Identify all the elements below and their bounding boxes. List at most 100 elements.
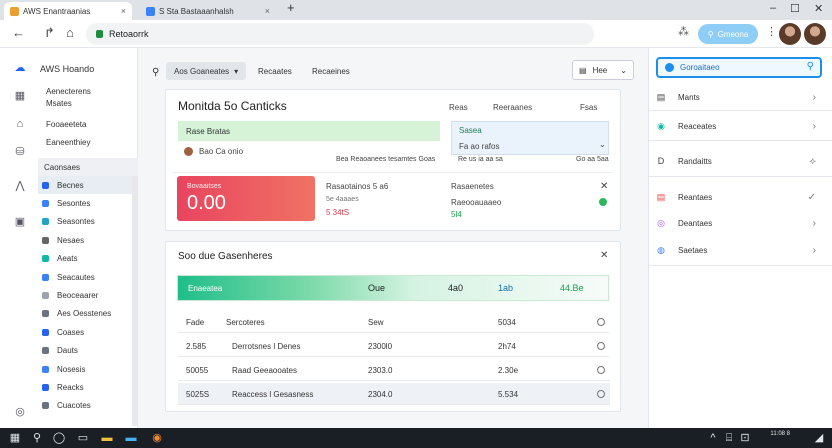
- filter-icon[interactable]: ⚲: [152, 67, 160, 78]
- info-box[interactable]: [451, 121, 609, 155]
- sidebar-subitem[interactable]: Dauts: [38, 342, 134, 360]
- chip-label: Aos Goaneates: [174, 66, 230, 76]
- sidebar-subitem[interactable]: Beoceaarer: [38, 286, 134, 304]
- settings-icon[interactable]: ◎: [15, 406, 25, 418]
- tray-icon[interactable]: ^: [710, 432, 716, 444]
- item-icon: [42, 236, 49, 244]
- url-input[interactable]: Retoaorrk: [86, 23, 594, 45]
- user-row: Bao Ca onio: [184, 147, 243, 157]
- scrollbar[interactable]: [132, 176, 137, 426]
- chevron-right-icon[interactable]: ›: [812, 120, 816, 132]
- right-panel-item[interactable]: ◍ Saetaes ›: [656, 240, 822, 260]
- detail-red: 5 34tS: [326, 208, 350, 217]
- sidebar-subitem[interactable]: Seacautes: [38, 268, 134, 286]
- sidebar-item[interactable]: Fooaeeteta: [46, 120, 87, 129]
- tray-icon[interactable]: ⊡: [740, 432, 750, 444]
- sidebar-subitem[interactable]: Coases: [38, 323, 134, 341]
- sidebar-subitem-label: Aeats: [57, 254, 78, 264]
- address-bar-row: ← ↱ ⌂ Retoaorrk ⁂ ⚲ Gmeona ⋮: [0, 20, 832, 48]
- sidebar-subitem[interactable]: Sesontes: [38, 194, 134, 212]
- search-icon[interactable]: ⚲: [806, 61, 814, 72]
- table-cell: 2300l0: [368, 342, 393, 351]
- radio-button[interactable]: [597, 366, 605, 374]
- close-window-icon[interactable]: ✕: [814, 3, 824, 15]
- store-icon[interactable]: ▬: [101, 432, 113, 444]
- sidebar-item[interactable]: Eaneenthiey: [46, 138, 91, 147]
- avatar[interactable]: [779, 23, 801, 45]
- status-field[interactable]: Rase Bratas: [178, 121, 440, 141]
- files-icon[interactable]: ▭: [77, 432, 89, 444]
- chevron-right-icon[interactable]: ✓: [807, 191, 816, 203]
- browser-icon[interactable]: ◉: [152, 432, 162, 444]
- mail-icon[interactable]: ▬: [125, 432, 137, 444]
- table-row[interactable]: 50055 Raad Geeaooates 2303.0 2.30e: [178, 359, 610, 381]
- header-link[interactable]: Reas: [449, 103, 468, 112]
- right-panel-item[interactable]: ▤ Mants ›: [656, 87, 822, 107]
- forward-icon[interactable]: ↱: [44, 25, 55, 40]
- database-icon[interactable]: ⛁: [15, 146, 25, 158]
- extensions-icon[interactable]: ⁂: [678, 26, 689, 38]
- summary-bar[interactable]: Enaeatea Oue 4a0 1ab 44.Be: [177, 275, 609, 301]
- minimize-icon[interactable]: –: [770, 2, 777, 14]
- tab-aws[interactable]: AWS Enantraanias ×: [4, 2, 132, 20]
- radio-button[interactable]: [597, 318, 605, 326]
- maximize-icon[interactable]: ☐: [790, 3, 800, 15]
- table-cell: 5.534: [498, 390, 519, 399]
- windows-icon[interactable]: ▦: [9, 432, 21, 444]
- divider: [648, 140, 832, 141]
- search-icon[interactable]: ⚲: [32, 432, 42, 444]
- header-link[interactable]: Fsas: [580, 103, 598, 112]
- right-panel-item[interactable]: ▤ Reantaes ✓: [656, 187, 822, 207]
- right-search-input[interactable]: Goroaitaeo ⚲: [656, 57, 822, 78]
- home-icon[interactable]: ⌂: [16, 118, 24, 130]
- cloud-icon[interactable]: ☁: [14, 62, 26, 74]
- chart-icon[interactable]: ⋀: [15, 180, 25, 192]
- close-tab-icon[interactable]: ×: [120, 6, 126, 16]
- filter-chip[interactable]: Recaates: [250, 62, 300, 80]
- close-tab-icon[interactable]: ×: [264, 6, 270, 16]
- tab-second[interactable]: S Sta Bastaaanhalsh ×: [140, 2, 276, 20]
- chevron-right-icon[interactable]: ›: [812, 91, 816, 103]
- close-icon[interactable]: ✕: [600, 181, 609, 192]
- close-icon[interactable]: ✕: [600, 250, 609, 261]
- chip-label: Recaates: [258, 66, 292, 76]
- grid-icon[interactable]: ▦: [14, 90, 26, 102]
- avatar[interactable]: [804, 23, 826, 45]
- action-button[interactable]: ⚲ Gmeona: [698, 24, 758, 44]
- sidebar-subitem[interactable]: Nesaes: [38, 231, 134, 249]
- sidebar-subitem[interactable]: Cuacotes: [38, 397, 134, 415]
- divider: [648, 176, 832, 177]
- home-icon[interactable]: ⌂: [66, 25, 74, 40]
- page-icon: [146, 6, 155, 16]
- right-panel-item[interactable]: ◎ Deantaes ›: [656, 213, 822, 233]
- chevron-right-icon[interactable]: ›: [812, 244, 816, 256]
- header-link[interactable]: Reeraanes: [493, 103, 533, 112]
- table-row[interactable]: 5025S Reaccess l Gesasness 2304.0 5.534: [178, 383, 610, 405]
- sidebar-subitem[interactable]: Aes Oesstenes: [38, 305, 134, 323]
- view-dropdown[interactable]: ▤ Hee ⌄: [572, 60, 634, 80]
- radio-button[interactable]: [597, 390, 605, 398]
- sidebar-item[interactable]: Caonsaes: [38, 158, 138, 176]
- new-tab-button[interactable]: +: [287, 0, 295, 15]
- bell-icon[interactable]: ▣: [14, 216, 26, 228]
- sidebar-item[interactable]: Aenecterens Msates: [46, 87, 91, 108]
- right-panel-item[interactable]: ◉ Reaceates ›: [656, 116, 822, 136]
- filter-chip[interactable]: Recaeines: [304, 62, 358, 80]
- menu-icon[interactable]: ⋮: [766, 26, 777, 38]
- sidebar-subitem[interactable]: Becnes: [38, 176, 134, 194]
- chevron-right-icon[interactable]: ›: [812, 217, 816, 229]
- back-icon[interactable]: ←: [12, 25, 25, 40]
- filter-chip[interactable]: Aos Goaneates ▾: [166, 62, 247, 80]
- chevron-down-icon[interactable]: ⌄: [599, 140, 606, 149]
- sidebar-subitem[interactable]: Nosesis: [38, 360, 134, 378]
- chevron-right-icon[interactable]: ⟡: [809, 155, 816, 167]
- taskview-icon[interactable]: ◯: [52, 432, 66, 444]
- table-row[interactable]: 2.585 Derrotsnes l Denes 2300l0 2h74: [178, 335, 610, 357]
- notification-icon[interactable]: ◢: [814, 432, 824, 444]
- sidebar-subitem[interactable]: Aeats: [38, 250, 134, 268]
- tray-icon[interactable]: ⌸: [725, 432, 733, 444]
- right-panel-item[interactable]: D Randaitts ⟡: [656, 151, 822, 171]
- sidebar-subitem[interactable]: Reacks: [38, 378, 134, 396]
- radio-button[interactable]: [597, 342, 605, 350]
- sidebar-subitem[interactable]: Seasontes: [38, 213, 134, 231]
